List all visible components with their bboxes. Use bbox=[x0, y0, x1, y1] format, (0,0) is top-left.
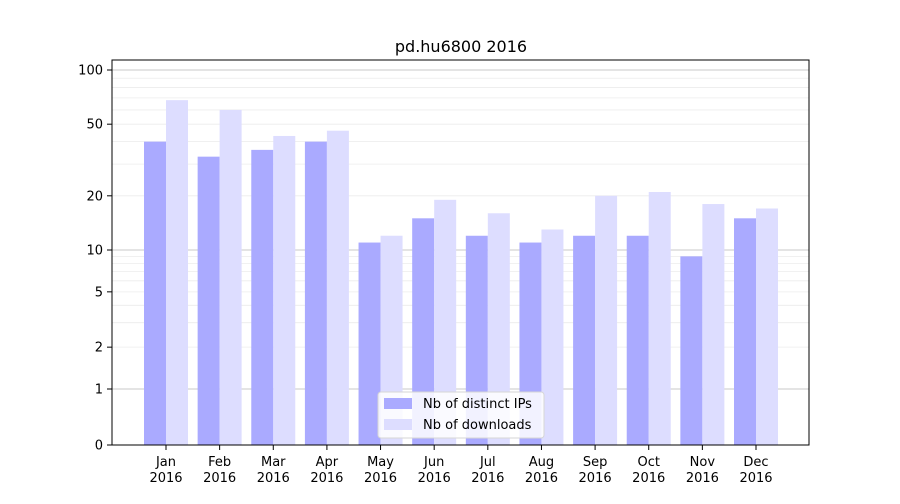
bar-downloads bbox=[595, 195, 618, 445]
legend-label: Nb of distinct IPs bbox=[423, 397, 532, 412]
x-tick-label-year: 2016 bbox=[203, 471, 236, 486]
y-tick-label: 100 bbox=[78, 64, 103, 79]
x-tick-label-year: 2016 bbox=[418, 471, 451, 486]
bar-downloads bbox=[166, 100, 188, 445]
x-tick-label-month: Mar bbox=[261, 455, 286, 470]
bar-distinct-ips bbox=[304, 141, 327, 445]
x-tick-label-month: Oct bbox=[637, 455, 659, 470]
bar-distinct-ips bbox=[734, 218, 756, 445]
bar-distinct-ips bbox=[251, 149, 274, 446]
x-tick-label-year: 2016 bbox=[471, 471, 504, 486]
bar-distinct-ips bbox=[144, 141, 166, 445]
x-tick-label-month: Aug bbox=[529, 455, 554, 470]
legend-box bbox=[377, 391, 545, 439]
bar-downloads bbox=[434, 199, 457, 445]
x-tick-label-month: Jul bbox=[479, 455, 496, 470]
bar-distinct-ips bbox=[412, 218, 435, 445]
bar-distinct-ips bbox=[626, 235, 649, 445]
legend-swatch bbox=[384, 419, 412, 430]
bar-downloads bbox=[756, 208, 778, 445]
x-tick-label-year: 2016 bbox=[149, 471, 182, 486]
y-axis: 0 1 2 5 10 20 50 100 bbox=[78, 64, 112, 454]
x-tick-label-year: 2016 bbox=[525, 471, 558, 486]
bar-distinct-ips bbox=[358, 242, 381, 445]
x-tick-label-year: 2016 bbox=[310, 471, 343, 486]
x-tick-label-year: 2016 bbox=[739, 471, 772, 486]
bar-distinct-ips bbox=[197, 156, 220, 446]
bars-layer bbox=[144, 100, 778, 446]
y-tick-label: 0 bbox=[95, 439, 103, 454]
x-tick-label-year: 2016 bbox=[364, 471, 397, 486]
bar-downloads bbox=[702, 204, 725, 445]
x-tick-label-month: Sep bbox=[583, 455, 608, 470]
x-tick-label-month: Feb bbox=[208, 455, 231, 470]
bar-distinct-ips bbox=[680, 256, 703, 445]
bar-downloads bbox=[219, 109, 242, 446]
y-tick-label: 20 bbox=[86, 189, 103, 204]
bar-distinct-ips bbox=[573, 235, 596, 445]
bar-downloads bbox=[326, 130, 349, 445]
x-tick-label-year: 2016 bbox=[686, 471, 719, 486]
x-tick-label-month: Dec bbox=[743, 455, 768, 470]
y-tick-label: 10 bbox=[86, 244, 103, 259]
x-tick-label-year: 2016 bbox=[579, 471, 612, 486]
y-tick-label: 1 bbox=[95, 383, 103, 398]
bar-downloads bbox=[648, 192, 671, 445]
x-tick-label-month: Nov bbox=[690, 455, 716, 470]
y-tick-label: 5 bbox=[95, 285, 103, 300]
x-tick-label-month: Jan bbox=[155, 455, 176, 470]
chart-title: pd.hu6800 2016 bbox=[395, 37, 527, 56]
legend: Nb of distinct IPs Nb of downloads bbox=[377, 391, 545, 439]
x-tick-label-month: Apr bbox=[316, 455, 339, 470]
bar-downloads bbox=[541, 229, 564, 445]
plot-frame bbox=[111, 59, 810, 446]
x-tick-label-year: 2016 bbox=[257, 471, 290, 486]
y-tick-label: 2 bbox=[95, 341, 103, 356]
bar-downloads bbox=[487, 213, 510, 445]
legend-swatch bbox=[384, 398, 412, 409]
x-tick-label-year: 2016 bbox=[632, 471, 665, 486]
x-tick-label-month: May bbox=[367, 455, 394, 470]
legend-label: Nb of downloads bbox=[423, 418, 532, 433]
y-tick-label: 50 bbox=[86, 118, 103, 133]
x-axis: Jan2016Feb2016Mar2016Apr2016May2016Jun20… bbox=[149, 445, 773, 486]
x-tick-label-month: Jun bbox=[423, 455, 444, 470]
bar-downloads bbox=[273, 135, 296, 445]
